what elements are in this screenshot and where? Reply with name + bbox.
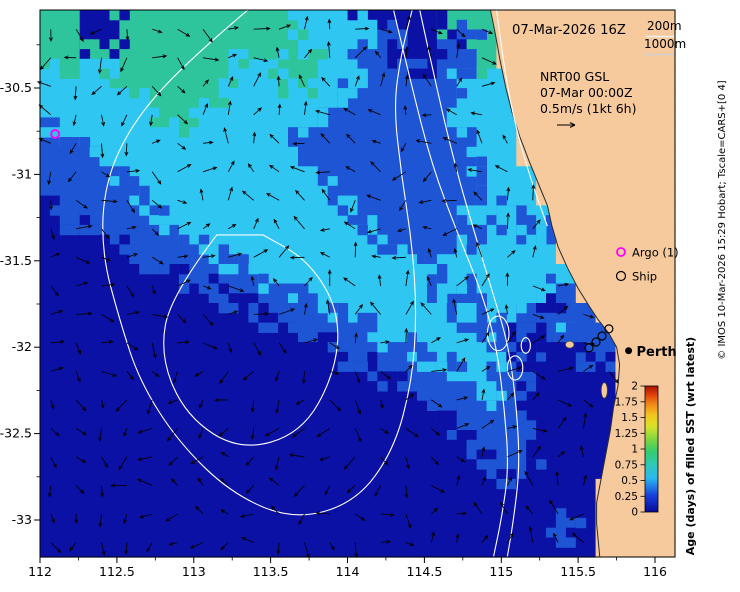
colorbar-tick-label: 0.25	[615, 491, 638, 503]
ship-legend-icon	[615, 270, 627, 282]
perth-city-dot	[625, 347, 633, 355]
colorbar-tick-label: 2	[631, 381, 638, 393]
annotations: 07-Mar-2026 16Z 200m 1000m NRT00 GSL 07-…	[512, 19, 728, 555]
colorbar-tick-label: 0.75	[615, 459, 638, 471]
colorbar-title: Age (days) of filled SST (wrt latest)	[684, 337, 697, 555]
x-tick-label: 115	[489, 564, 513, 579]
colorbar-tick-label: 0.5	[621, 475, 638, 487]
colorbar-tick-label: 0	[631, 507, 638, 519]
x-tick-label: 113.5	[253, 564, 289, 579]
perth-city-label: Perth	[637, 345, 677, 360]
contour-200m-a	[393, 10, 509, 557]
vector-scale-arrow-icon	[557, 122, 576, 128]
observation-markers	[50, 129, 633, 355]
x-tick-label: 113	[182, 564, 206, 579]
ship-marker	[591, 337, 601, 347]
island	[565, 340, 575, 349]
axes: 112 112.5 113 113.5 114 114.5 115 115.5 116 -30.5…	[0, 9, 676, 579]
x-tick-label: 114	[336, 564, 360, 579]
plot-border	[39, 9, 676, 558]
x-tick-label: 115.5	[560, 564, 596, 579]
x-tick-label: 112	[28, 564, 52, 579]
argo-legend-icon	[616, 247, 626, 257]
y-tick-label: -32.5	[0, 426, 32, 441]
ship-marker	[604, 324, 614, 334]
model-valid-time-label: 07-Mar 00:00Z	[540, 85, 633, 100]
y-tick-label: -31	[12, 166, 32, 181]
timestamp-label: 07-Mar-2026 16Z	[512, 23, 626, 38]
colorbar-tick-label: 1.25	[615, 428, 638, 440]
colorbar-tick-label: 1.5	[621, 412, 638, 424]
bathymetry-contours	[102, 9, 548, 557]
x-tick-label: 112.5	[99, 564, 135, 579]
ship-marker	[584, 343, 594, 353]
colorbar-ticks: 2 1.75 1.5 1.25 1 0.75 0.5 0.25 0	[615, 381, 645, 519]
land-polygon	[490, 10, 675, 557]
vector-field	[36, 15, 619, 559]
contour-1000m-outer	[102, 9, 417, 516]
contour-1000m-inner	[163, 234, 339, 446]
model-name-label: NRT00 GSL	[540, 69, 609, 84]
colorbar	[644, 385, 659, 513]
credit-label: © IMOS 10-Mar-2026 15:29 Hobart; Tscale=…	[717, 80, 728, 360]
argo-float-marker	[50, 129, 61, 139]
colorbar-tick-label: 1	[631, 444, 638, 456]
colorbar-tick-label: 1.75	[615, 396, 638, 408]
y-tick-label: -32	[12, 339, 32, 354]
current-vector-arrows	[36, 15, 619, 559]
vector-scale-label: 0.5m/s (1kt 6h)	[540, 101, 636, 116]
y-tick-label: -33	[12, 512, 32, 527]
island	[600, 382, 608, 399]
ship-marker	[597, 331, 607, 341]
contour-200m-label: 200m	[647, 19, 682, 33]
contour-coastal-short	[496, 10, 548, 227]
x-tick-label: 114.5	[407, 564, 443, 579]
argo-legend-label: Argo (1)	[632, 246, 679, 260]
y-tick-label: -31.5	[0, 253, 32, 268]
contour-loop	[520, 337, 531, 354]
contour-loop	[506, 355, 524, 381]
x-tick-label: 116	[643, 564, 667, 579]
ship-legend-label: Ship	[632, 270, 657, 284]
contour-1000m-label: 1000m	[644, 37, 686, 51]
contour-200m-b	[419, 10, 520, 557]
y-tick-label: -30.5	[0, 80, 32, 95]
